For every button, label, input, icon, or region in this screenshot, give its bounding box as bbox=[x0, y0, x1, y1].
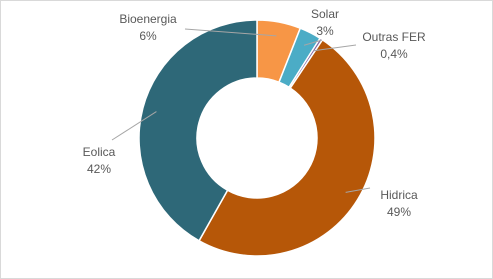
leader-lines bbox=[111, 28, 371, 193]
category-label: Eolica bbox=[83, 145, 116, 159]
leader-line bbox=[184, 28, 277, 37]
labels: Bioenergia 6% Solar 3% Outras FER 0,4% Hidrica… bbox=[83, 7, 426, 219]
leader-line bbox=[303, 39, 323, 46]
value-label: 0,4% bbox=[380, 47, 408, 61]
category-label: Solar bbox=[311, 7, 339, 21]
leader-line bbox=[345, 187, 371, 193]
category-label: Outras FER bbox=[362, 30, 426, 44]
value-label: 6% bbox=[139, 29, 157, 43]
category-label: Hidrica bbox=[380, 188, 418, 202]
slice bbox=[198, 38, 376, 257]
value-label: 49% bbox=[387, 205, 411, 219]
slice bbox=[138, 19, 258, 242]
category-label: Bioenergia bbox=[119, 12, 177, 26]
donut bbox=[138, 19, 376, 257]
leader-line bbox=[313, 44, 357, 52]
value-label: 42% bbox=[87, 162, 111, 176]
leader-line bbox=[111, 111, 157, 141]
value-label: 3% bbox=[316, 24, 334, 38]
